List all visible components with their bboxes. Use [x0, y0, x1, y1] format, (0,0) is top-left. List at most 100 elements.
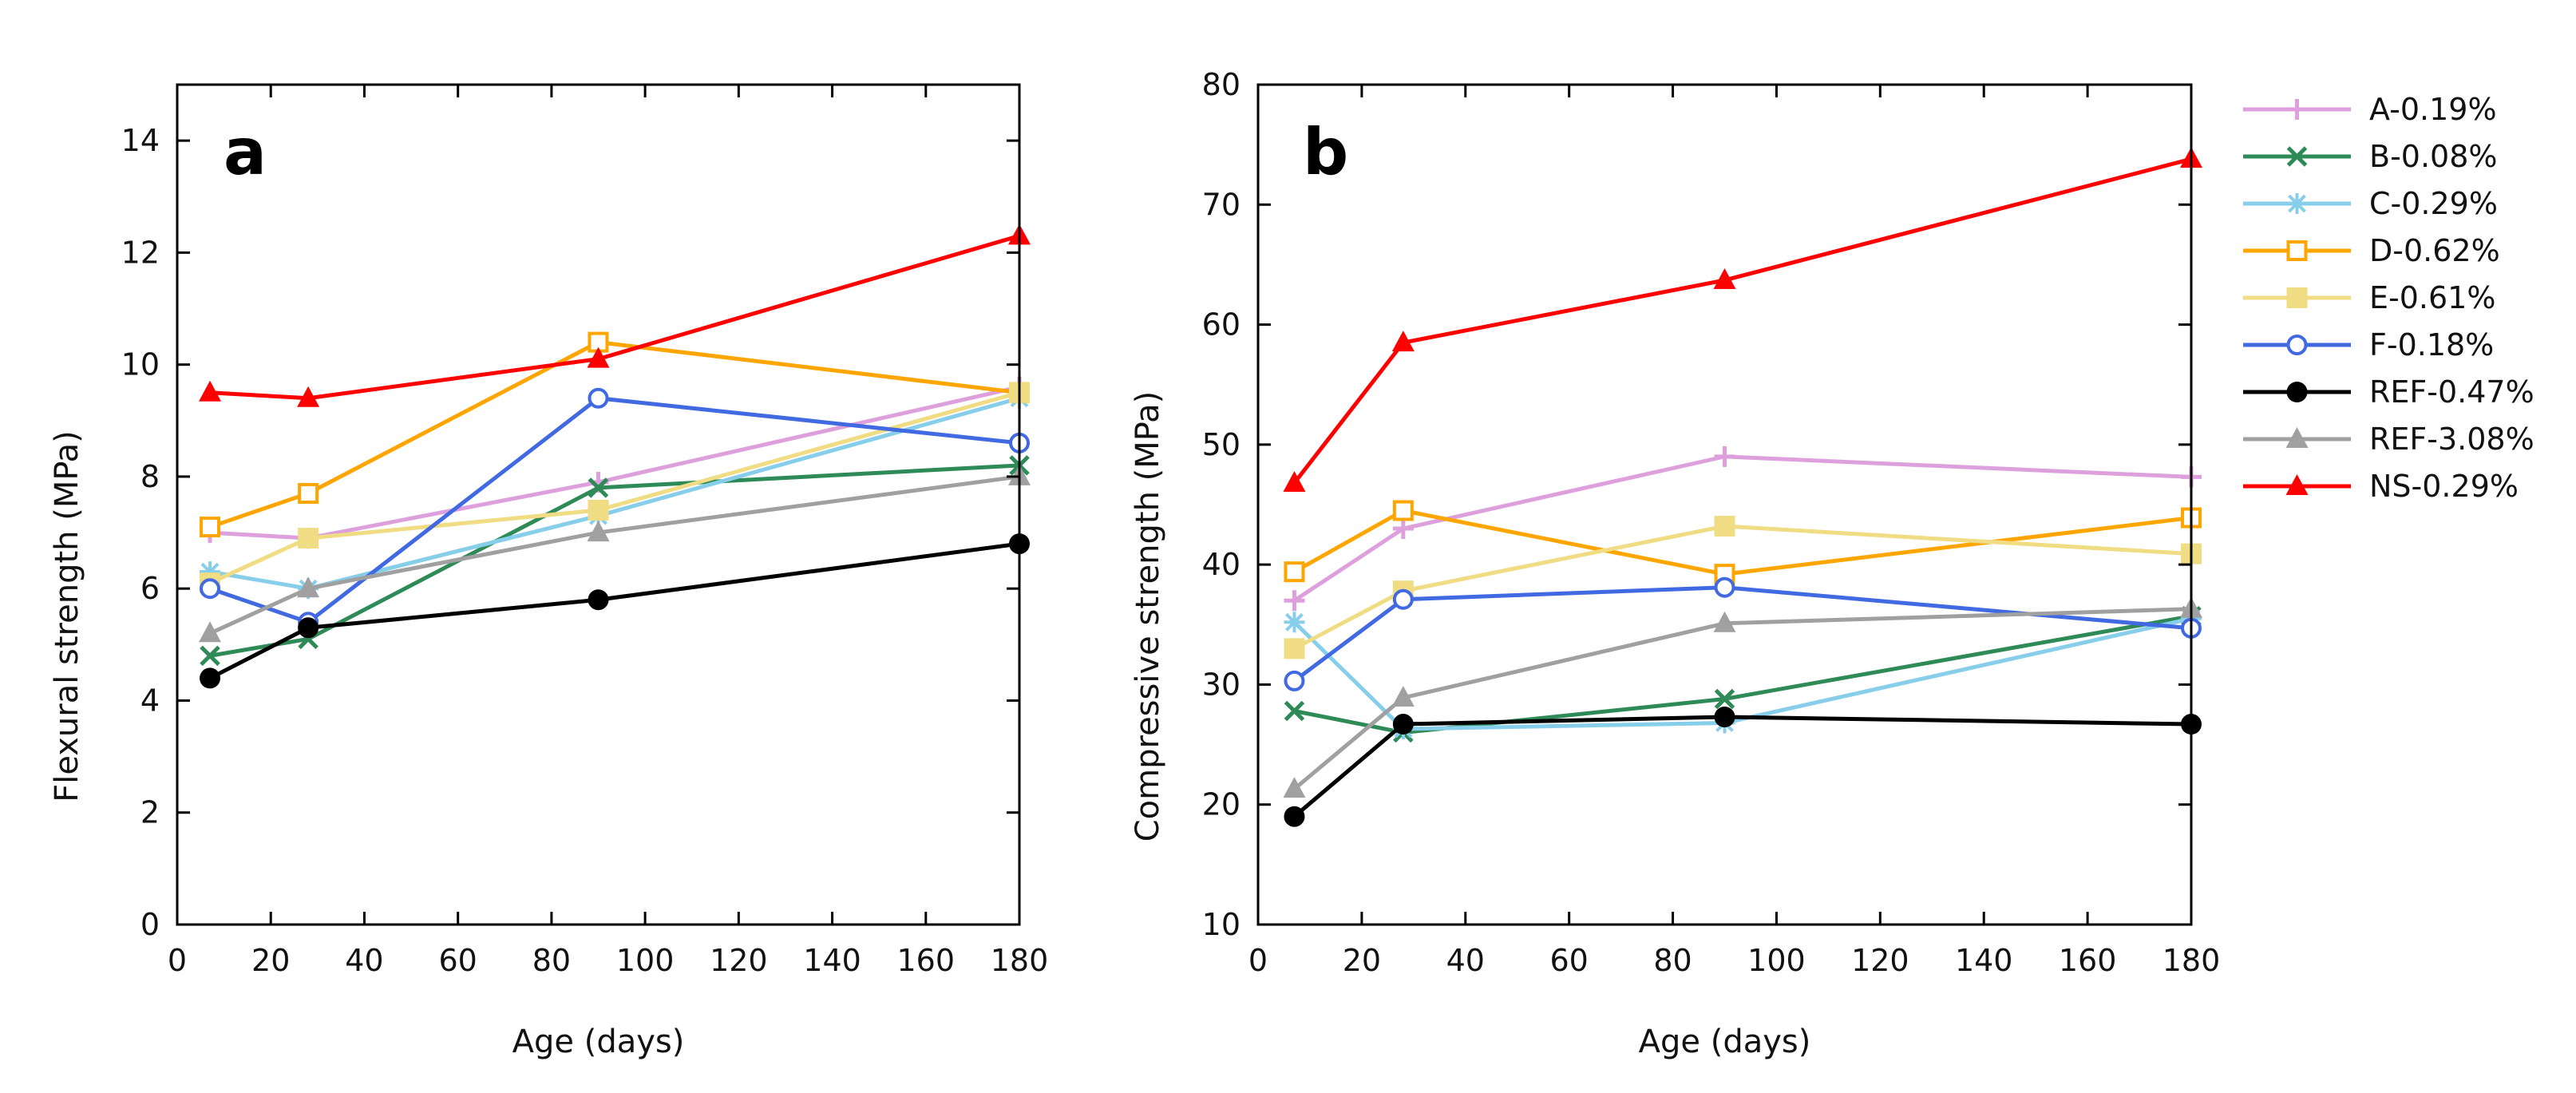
series-line [1292, 616, 2192, 731]
data-point [1284, 806, 1305, 827]
panel-a-y-axis-title: Flexural strength (MPa) [49, 430, 85, 802]
data-point [1392, 588, 1414, 610]
x-tick-label: 100 [616, 943, 675, 978]
legend-label: D-0.62% [2369, 233, 2500, 268]
data-point [297, 386, 320, 407]
y-tick-label: 8 [140, 459, 160, 494]
series-line [209, 233, 1020, 401]
panel-b-y-axis-title: Compressive strength (MPa) [1130, 391, 1166, 842]
data-point [298, 528, 319, 549]
series-line [208, 474, 1020, 636]
data-point [1714, 688, 1735, 710]
x-tick-label: 0 [168, 943, 187, 978]
series-c-0-29 [1284, 608, 2202, 740]
x-tick-label: 140 [1955, 943, 2013, 978]
legend-entry-ref-3-08: REF-3.08% [2243, 422, 2534, 457]
legend-marker [2286, 382, 2308, 402]
series-line [1293, 509, 2192, 576]
x-tick-label: 20 [251, 943, 290, 978]
data-point [200, 667, 221, 689]
x-tick-label: 160 [897, 943, 956, 978]
series-ns-0-29 [1283, 147, 2202, 492]
data-point [200, 561, 221, 583]
legend-label: NS-0.29% [2369, 469, 2519, 504]
data-point [587, 521, 610, 542]
series-line [208, 541, 1020, 680]
series-line [1293, 614, 2192, 735]
series-line [1292, 715, 2192, 818]
y-tick-label: 70 [1202, 187, 1241, 222]
legend-label: F-0.18% [2369, 327, 2494, 362]
series-e-0-61 [1284, 516, 2202, 659]
data-point [588, 477, 609, 498]
data-point [1714, 576, 1735, 598]
data-point [1283, 470, 1306, 492]
legend-entry-c-0-29: C-0.29% [2243, 186, 2498, 221]
legend-marker [2285, 427, 2309, 448]
series-f-0-18 [1284, 576, 2202, 691]
legend-entry-e-0-61: E-0.61% [2243, 280, 2495, 315]
data-point [1713, 267, 1736, 289]
y-tick-label: 6 [140, 571, 160, 606]
y-tick-label: 12 [121, 235, 160, 270]
panel-a-plot-frame [176, 83, 1021, 926]
data-point [199, 380, 222, 402]
x-tick-label: 160 [2059, 943, 2117, 978]
y-tick-label: 20 [1202, 787, 1241, 822]
data-point [298, 617, 319, 639]
series-line [209, 463, 1020, 658]
data-point [1284, 590, 1305, 612]
x-tick-label: 0 [1248, 943, 1268, 978]
series-ref-3-08 [1283, 596, 2202, 798]
y-tick-label: 40 [1202, 547, 1241, 582]
legend: A-0.19% B-0.08% C-0.29% D-0.62% E-0.61% F-0.1… [2243, 92, 2534, 504]
data-point [200, 517, 221, 538]
series-a-0-19 [200, 376, 1030, 549]
legend-marker [2286, 146, 2308, 167]
legend-marker [2286, 193, 2308, 214]
data-point [1283, 777, 1306, 798]
series-line [1292, 156, 2192, 485]
y-tick-label: 10 [121, 347, 160, 382]
legend-label: B-0.08% [2369, 139, 2498, 174]
x-tick-label: 60 [438, 943, 477, 978]
legend-label: REF-0.47% [2369, 374, 2534, 410]
x-tick-label: 120 [1851, 943, 1909, 978]
data-point [588, 589, 609, 611]
panel-b-x-axis-title: Age (days) [1639, 1024, 1811, 1060]
data-point [1714, 707, 1735, 728]
legend-marker [2286, 287, 2308, 308]
series-ref-3-08 [199, 464, 1031, 643]
data-point [297, 576, 320, 598]
data-point [298, 482, 319, 504]
series-line [209, 396, 1020, 591]
y-tick-label: 80 [1202, 67, 1241, 102]
legend-entry-b-0-08: B-0.08% [2243, 139, 2498, 174]
series-line [1292, 607, 2192, 791]
panel-a-chart: a 0 20 40 60 80 100 120 140 160 180 0 2 4 6 8 10 12 14 Ag… [49, 83, 1048, 1060]
data-point [588, 387, 609, 409]
y-tick-label: 14 [121, 123, 160, 158]
data-point [1392, 518, 1414, 540]
legend-label: A-0.19% [2369, 92, 2497, 127]
series-ref-0-47 [200, 533, 1030, 689]
panel-a-letter: a [224, 115, 267, 189]
data-point [588, 500, 609, 521]
series-line [1293, 524, 2192, 651]
series-line [209, 396, 1020, 624]
x-tick-label: 40 [345, 943, 383, 978]
series-line [208, 390, 1020, 585]
data-point [1714, 516, 1735, 537]
x-tick-label: 120 [710, 943, 768, 978]
panel-b-letter: b [1303, 115, 1348, 189]
y-tick-label: 4 [140, 683, 160, 718]
legend-marker [2285, 474, 2309, 495]
x-tick-label: 140 [803, 943, 861, 978]
panel-a-x-axis-title: Age (days) [512, 1024, 685, 1060]
y-tick-label: 50 [1202, 427, 1241, 462]
data-point [1392, 500, 1414, 521]
data-point [1713, 611, 1736, 632]
y-tick-label: 10 [1202, 907, 1241, 942]
x-tick-label: 40 [1446, 943, 1485, 978]
x-tick-label: 80 [1653, 943, 1692, 978]
